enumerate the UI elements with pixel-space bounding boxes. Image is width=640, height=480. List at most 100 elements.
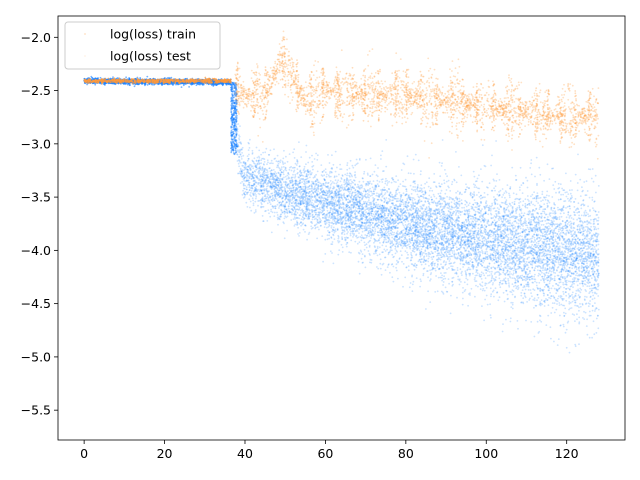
train-point [354,173,356,176]
train-point [258,149,261,152]
train-point [330,226,333,229]
train-point [536,192,539,195]
train-point [345,243,348,246]
train-point [275,172,278,175]
train-point [591,168,594,170]
train-point [423,267,426,270]
train-point [513,220,516,223]
train-point [544,196,547,199]
train-point [591,336,593,339]
train-point [504,277,507,280]
train-point [330,225,333,227]
train-point [436,215,438,218]
train-point [292,173,294,176]
train-point [428,252,431,255]
train-point [491,202,493,205]
train-point [475,220,477,223]
train-point [283,212,286,215]
train-point [502,279,504,282]
train-point [351,164,354,167]
train-point [539,301,541,303]
train-point [414,190,417,193]
train-point [294,162,297,165]
train-point [591,305,594,307]
train-point [568,301,571,303]
train-point [404,224,407,226]
train-point [554,232,557,235]
train-point [588,285,591,287]
train-point [443,179,445,182]
train-point [331,241,334,243]
train-point [438,182,440,185]
train-point [474,210,477,213]
train-point [495,180,498,182]
train-point [337,237,340,240]
train-point [232,140,235,143]
train-point [577,153,579,156]
train-point [533,275,535,278]
train-point [390,181,393,184]
train-point [565,346,568,349]
train-point [576,318,578,321]
train-point [384,250,387,252]
train-point [569,275,572,277]
train-point [410,193,413,195]
train-point [539,234,542,237]
train-point [418,239,421,242]
train-point [525,222,527,225]
train-point [171,82,174,85]
train-point [579,303,581,305]
train-point [301,181,304,184]
train-point [555,235,557,237]
train-point [557,206,559,209]
train-point [532,298,535,301]
train-point [91,77,93,79]
train-point [341,251,344,253]
train-point [225,83,228,86]
train-point [323,226,326,229]
train-point [230,111,233,114]
train-point [282,170,285,172]
train-point [506,246,509,249]
train-point [484,284,487,287]
train-point [197,83,199,86]
train-point [128,84,131,86]
train-point [444,224,447,226]
train-point [337,179,340,182]
train-point [230,129,233,132]
train-point [500,262,502,265]
train-point [588,278,590,281]
train-point [526,301,528,303]
train-point [116,77,119,79]
train-point [481,232,484,235]
train-point [561,187,563,190]
train-point [127,83,129,86]
train-point [233,122,235,124]
train-point [476,272,479,275]
train-point [480,271,483,274]
train-point [451,181,454,183]
train-point [536,320,539,323]
train-point [246,188,248,191]
train-point [394,248,397,250]
train-point [300,191,302,194]
train-point [579,225,581,228]
train-point [365,211,367,214]
train-point [468,202,471,205]
train-point [484,298,486,301]
train-point [530,162,532,165]
train-point [252,202,255,205]
train-point [230,147,232,150]
train-point [524,198,527,201]
train-point [230,117,233,120]
train-point [367,199,370,202]
train-point [524,288,527,291]
train-point [549,297,552,300]
train-point [501,196,503,199]
train-point [537,296,540,299]
train-point [266,171,269,173]
train-point [589,214,592,217]
train-point [534,267,536,269]
train-point [291,213,293,216]
